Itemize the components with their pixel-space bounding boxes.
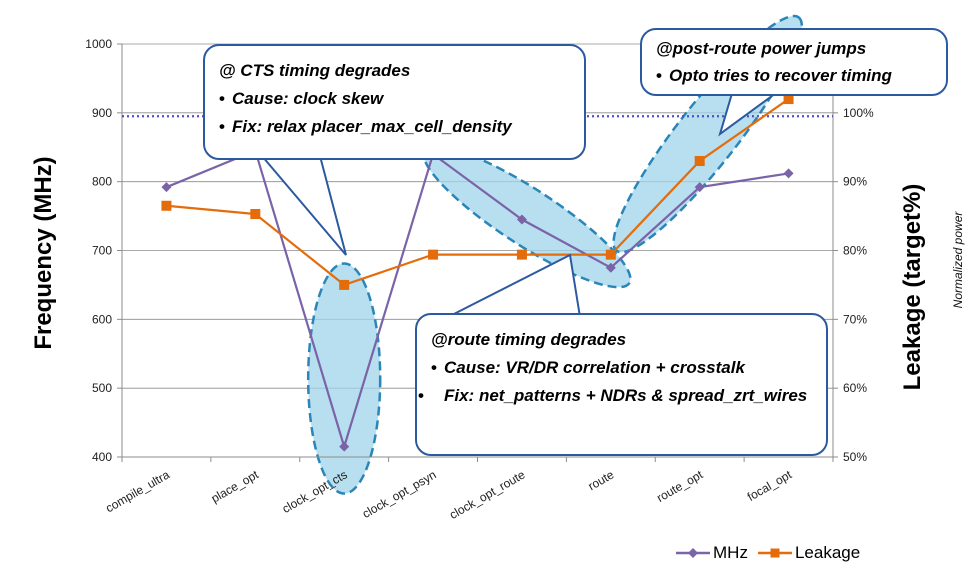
x-tick-label: route_opt [654, 467, 705, 505]
callout-cts: @ CTS timing degrades Cause: clock skew … [203, 44, 586, 160]
callout-post-route-heading: @post-route power jumps [656, 39, 867, 58]
y-right-tick-label: 100% [843, 106, 874, 120]
right-axis-note: Normalized power [951, 211, 965, 309]
y-left-tick-label: 1000 [85, 37, 112, 51]
y-right-tick-label: 60% [843, 381, 867, 395]
series-layer [161, 94, 794, 452]
callout-route-heading: @route timing degrades [431, 330, 627, 349]
y-axis-left-title: Frequency (MHz) [30, 156, 57, 349]
y-right-tick-label: 70% [843, 312, 867, 326]
x-tick-label: route [586, 467, 617, 493]
axes [117, 43, 838, 462]
data-point-mhz [694, 182, 705, 193]
data-point-leakage [428, 249, 439, 260]
data-point-leakage [783, 94, 794, 105]
callout-post-route: @post-route power jumps Opto tries to re… [640, 28, 948, 96]
callout-route-fix: Fix: net_patterns + NDRs & spread_zrt_wi… [431, 385, 816, 407]
y-right-tick-label: 50% [843, 450, 867, 464]
data-point-mhz [161, 182, 172, 193]
x-tick-label: place_opt [209, 467, 262, 505]
y-right-tick-label: 90% [843, 175, 867, 189]
legend-swatch-leakage [757, 548, 792, 558]
y-left-tick-label: 600 [92, 312, 112, 326]
highlight-cts [306, 262, 382, 495]
callout-route-pointer [447, 253, 582, 318]
data-point-mhz [339, 441, 350, 452]
callout-route-cause: Cause: VR/DR correlation + crosstalk [431, 357, 816, 379]
data-point-leakage [516, 249, 527, 260]
legend: MHz Leakage [676, 540, 870, 566]
callout-post-route-item: Opto tries to recover timing [656, 65, 936, 87]
legend-swatch-mhz [676, 548, 710, 558]
data-point-leakage [250, 209, 261, 220]
data-point-mhz [783, 168, 794, 179]
data-point-mhz [605, 262, 616, 273]
data-point-leakage [694, 156, 705, 167]
callout-route: @route timing degrades Cause: VR/DR corr… [415, 313, 828, 456]
y-right-tick-label: 80% [843, 244, 867, 258]
series-line-leakage [166, 98, 790, 287]
data-point-mhz [516, 214, 527, 225]
y-axis-right-title: Leakage (target%) [899, 184, 926, 391]
data-point-leakage [339, 279, 350, 290]
data-point-leakage [605, 249, 616, 260]
callout-cts-cause: Cause: clock skew [219, 88, 574, 110]
legend-label-leakage: Leakage [794, 543, 861, 562]
y-left-tick-label: 900 [92, 106, 112, 120]
series-line-mhz [166, 149, 789, 451]
y-left-tick-label: 400 [92, 450, 112, 464]
data-point-leakage [161, 200, 172, 211]
x-tick-label: compile_ultra [103, 467, 172, 515]
y-left-tick-label: 500 [92, 381, 112, 395]
x-tick-label: clock_opt_psyn [360, 467, 439, 520]
y-left-tick-label: 700 [92, 244, 112, 258]
x-tick-label: focal_opt [745, 467, 795, 504]
callout-cts-heading: @ CTS timing degrades [219, 61, 411, 80]
legend-label-mhz: MHz [713, 543, 748, 562]
y-left-tick-label: 800 [92, 175, 112, 189]
callout-cts-fix: Fix: relax placer_max_cell_density [219, 116, 574, 138]
legend-item-leakage: Leakage [757, 543, 861, 563]
x-tick-label: clock_opt_route [447, 467, 528, 522]
callout-pointers [259, 89, 784, 318]
callout-cts-pointer [259, 155, 347, 256]
legend-item-mhz: MHz [676, 543, 748, 563]
